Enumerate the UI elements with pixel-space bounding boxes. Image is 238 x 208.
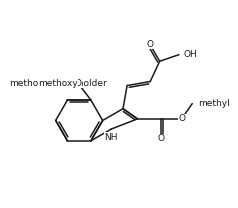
Text: O: O xyxy=(146,40,153,49)
Text: methoxy_placeholder: methoxy_placeholder xyxy=(9,79,107,88)
Text: O: O xyxy=(74,79,81,88)
Text: methyl: methyl xyxy=(198,99,230,108)
Text: O: O xyxy=(178,114,185,123)
Text: methoxy: methoxy xyxy=(38,79,78,88)
Text: NH: NH xyxy=(104,133,118,142)
Text: OH: OH xyxy=(184,50,197,59)
Text: O: O xyxy=(158,134,164,143)
Text: O: O xyxy=(74,79,81,88)
